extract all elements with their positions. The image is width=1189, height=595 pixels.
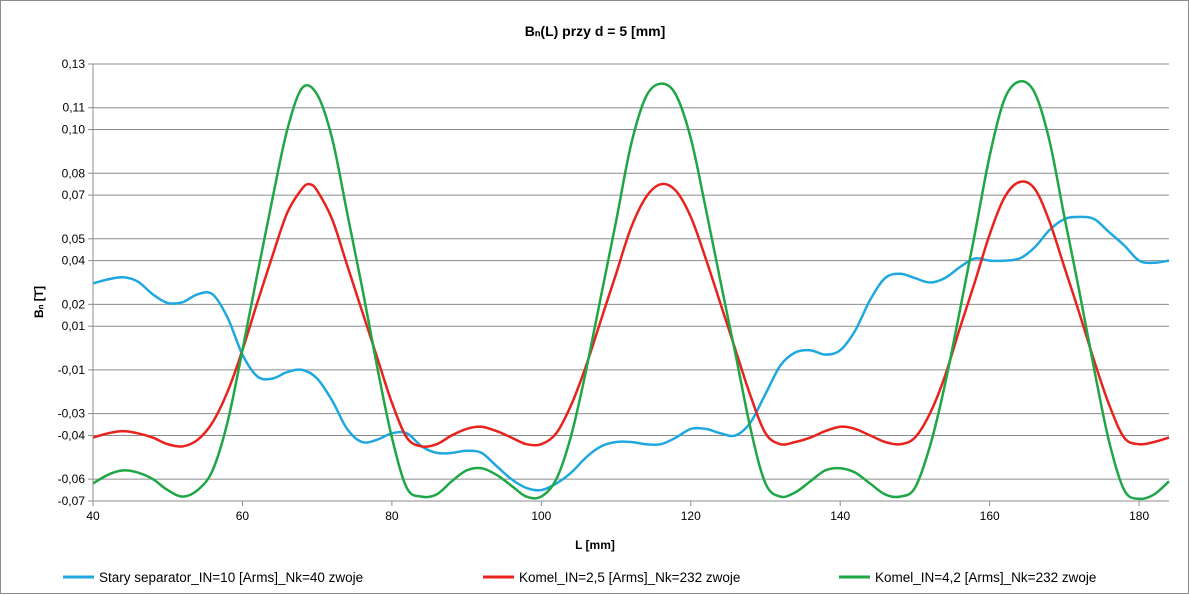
y-tick-label: 0,02 xyxy=(62,297,86,311)
x-tick-label: 120 xyxy=(681,509,701,523)
legend-label-3: Komel_IN=4,2 [Arms]_Nk=232 zwoje xyxy=(875,570,1096,585)
y-tick-label: 0,08 xyxy=(62,166,86,180)
x-tick-label: 140 xyxy=(830,509,850,523)
series-lines xyxy=(92,80,1170,501)
series-line-3 xyxy=(92,80,1170,501)
x-tick-label: 80 xyxy=(385,509,399,523)
series-line-2 xyxy=(92,180,1170,449)
series-line-1 xyxy=(92,215,1170,492)
grid-lines xyxy=(93,63,1169,502)
x-tick-label: 180 xyxy=(1129,509,1149,523)
y-tick-label: -0,01 xyxy=(58,363,86,377)
x-axis-ticks: 40 60 80 100 120 140 160 180 xyxy=(86,501,1149,523)
y-tick-label: -0,07 xyxy=(58,494,86,508)
x-tick-label: 40 xyxy=(86,509,100,523)
legend-label-1: Stary separator_IN=10 [Arms]_Nk=40 zwoje xyxy=(99,570,363,585)
x-tick-label: 100 xyxy=(531,509,551,523)
legend: Stary separator_IN=10 [Arms]_Nk=40 zwoje… xyxy=(63,570,1096,585)
axes xyxy=(92,64,1169,502)
y-tick-label: 0,05 xyxy=(62,232,86,246)
y-tick-label: 0,11 xyxy=(63,101,86,115)
y-tick-label: 0,04 xyxy=(62,254,86,268)
y-tick-label: 0,10 xyxy=(62,123,86,137)
y-axis-label: Bₙ [T] xyxy=(32,286,46,318)
y-tick-label: 0,13 xyxy=(62,57,86,71)
y-tick-label: -0,03 xyxy=(58,407,86,421)
x-axis-label: L [mm] xyxy=(575,538,615,552)
y-tick-label: -0,04 xyxy=(58,428,86,442)
legend-label-2: Komel_IN=2,5 [Arms]_Nk=232 zwoje xyxy=(519,570,740,585)
x-tick-label: 60 xyxy=(236,509,250,523)
chart-title: Bₙ(L) przy d = 5 [mm] xyxy=(525,23,666,39)
y-tick-label: -0,06 xyxy=(58,472,86,486)
x-tick-label: 160 xyxy=(980,509,1000,523)
y-axis-ticks: -0,07 -0,06 -0,04 -0,03 -0,01 0,01 0,02 0,04 0,0… xyxy=(58,57,93,508)
y-tick-label: 0,07 xyxy=(62,188,86,202)
y-tick-label: 0,01 xyxy=(62,319,86,333)
